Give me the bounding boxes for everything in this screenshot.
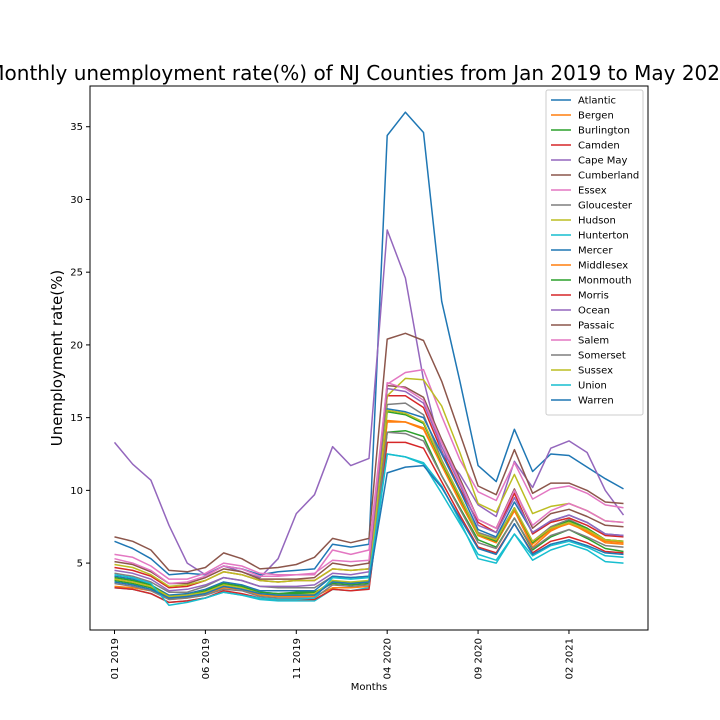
series-line-ocean <box>114 387 624 592</box>
legend-label: Middlesex <box>578 261 628 272</box>
legend-label: Atlantic <box>578 96 616 107</box>
x-axis-label: Months <box>351 682 388 693</box>
series-line-cumberland <box>114 332 624 573</box>
legend-label: Sussex <box>578 366 613 377</box>
legend-label: Passaic <box>578 321 615 332</box>
x-tick-label: 01 2019 <box>110 638 121 679</box>
y-tick-label: 15 <box>70 413 83 424</box>
legend-label: Monmouth <box>578 276 632 287</box>
legend-label: Bergen <box>578 111 614 122</box>
series-line-cape-may <box>113 229 625 579</box>
chart-title: Monthly unemployment rate(%) of NJ Count… <box>0 61 720 85</box>
y-tick-label: 20 <box>70 340 83 351</box>
y-tick-label: 30 <box>70 195 83 206</box>
legend-label: Somerset <box>578 351 626 362</box>
x-axis: 01 2019 06 2019 11 2019 04 2020 09 2020 02 20… <box>110 630 575 679</box>
legend: Atlantic Bergen Burlington Camden Cape May Cu… <box>545 89 644 416</box>
legend-label: Camden <box>578 141 620 152</box>
y-tick-label: 5 <box>77 559 83 570</box>
legend-label: Morris <box>578 291 609 302</box>
series-line-essex <box>114 368 624 580</box>
series-line-salem <box>114 381 624 585</box>
legend-label: Warren <box>578 396 614 407</box>
legend-label: Hunterton <box>578 231 629 242</box>
legend-label: Ocean <box>578 306 610 317</box>
legend-label: Salem <box>578 336 609 347</box>
x-tick-label: 04 2020 <box>383 638 394 679</box>
series-line-somerset <box>114 431 624 601</box>
x-tick-label: 02 2021 <box>564 638 575 679</box>
legend-label: Essex <box>578 186 607 197</box>
y-tick-label: 10 <box>70 486 83 497</box>
x-tick-label: 11 2019 <box>292 638 303 679</box>
legend-label: Union <box>578 381 607 392</box>
y-tick-label: 35 <box>70 122 83 133</box>
y-tick-label: 25 <box>70 268 83 279</box>
y-axis: 5 10 15 20 25 30 35 <box>70 122 90 570</box>
legend-box <box>545 89 644 416</box>
plot-frame <box>89 85 649 631</box>
x-tick-label: 09 2020 <box>474 638 485 679</box>
x-tick-label: 06 2019 <box>201 638 212 679</box>
y-axis-label: Unemployment rate(%) <box>48 270 66 447</box>
legend-label: Mercer <box>578 246 613 257</box>
series-line-passaic <box>114 384 624 585</box>
series-line-warren <box>114 464 624 599</box>
legend-label: Cumberland <box>578 171 639 182</box>
legend-label: Cape May <box>578 156 628 167</box>
plot-area <box>89 85 649 631</box>
legend-label: Hudson <box>578 216 616 227</box>
legend-label: Burlington <box>578 126 630 137</box>
legend-label: Gloucester <box>578 201 633 212</box>
